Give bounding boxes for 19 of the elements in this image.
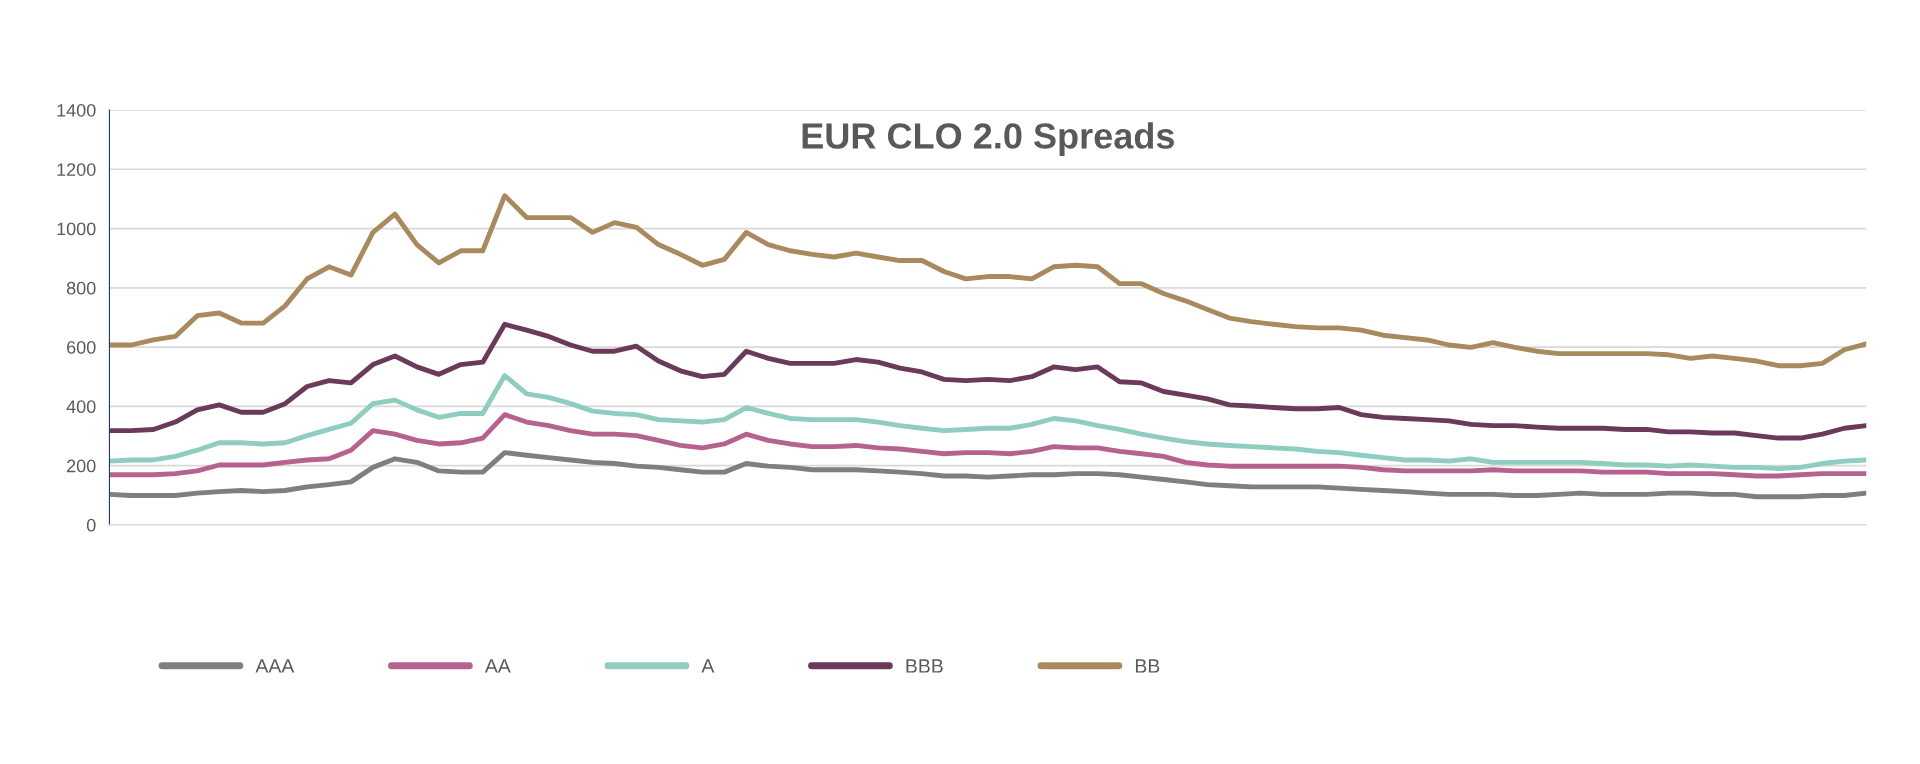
line-series (109, 373, 1867, 471)
line-series (109, 321, 1867, 441)
legend-label: AAA (255, 659, 295, 673)
line-series (109, 412, 1867, 479)
y-tick-label: 1400 (57, 103, 96, 117)
y-tick-label: 0 (86, 518, 96, 532)
line-series (109, 193, 1867, 369)
line-series (109, 450, 1867, 500)
legend-label: A (701, 659, 715, 673)
y-tick-label: 1200 (57, 163, 96, 176)
legend-label: AA (484, 659, 511, 673)
chart-title: EUR CLO 2.0 Spreads (802, 122, 1174, 156)
y-tick-label: 1000 (57, 222, 96, 236)
y-tick-label: 800 (66, 281, 96, 295)
y-tick-label: 400 (66, 400, 96, 414)
y-tick-label: 600 (67, 341, 96, 354)
legend-label: BB (1135, 659, 1160, 673)
y-tick-label: 200 (67, 459, 96, 473)
legend-label: BBB (906, 659, 943, 673)
